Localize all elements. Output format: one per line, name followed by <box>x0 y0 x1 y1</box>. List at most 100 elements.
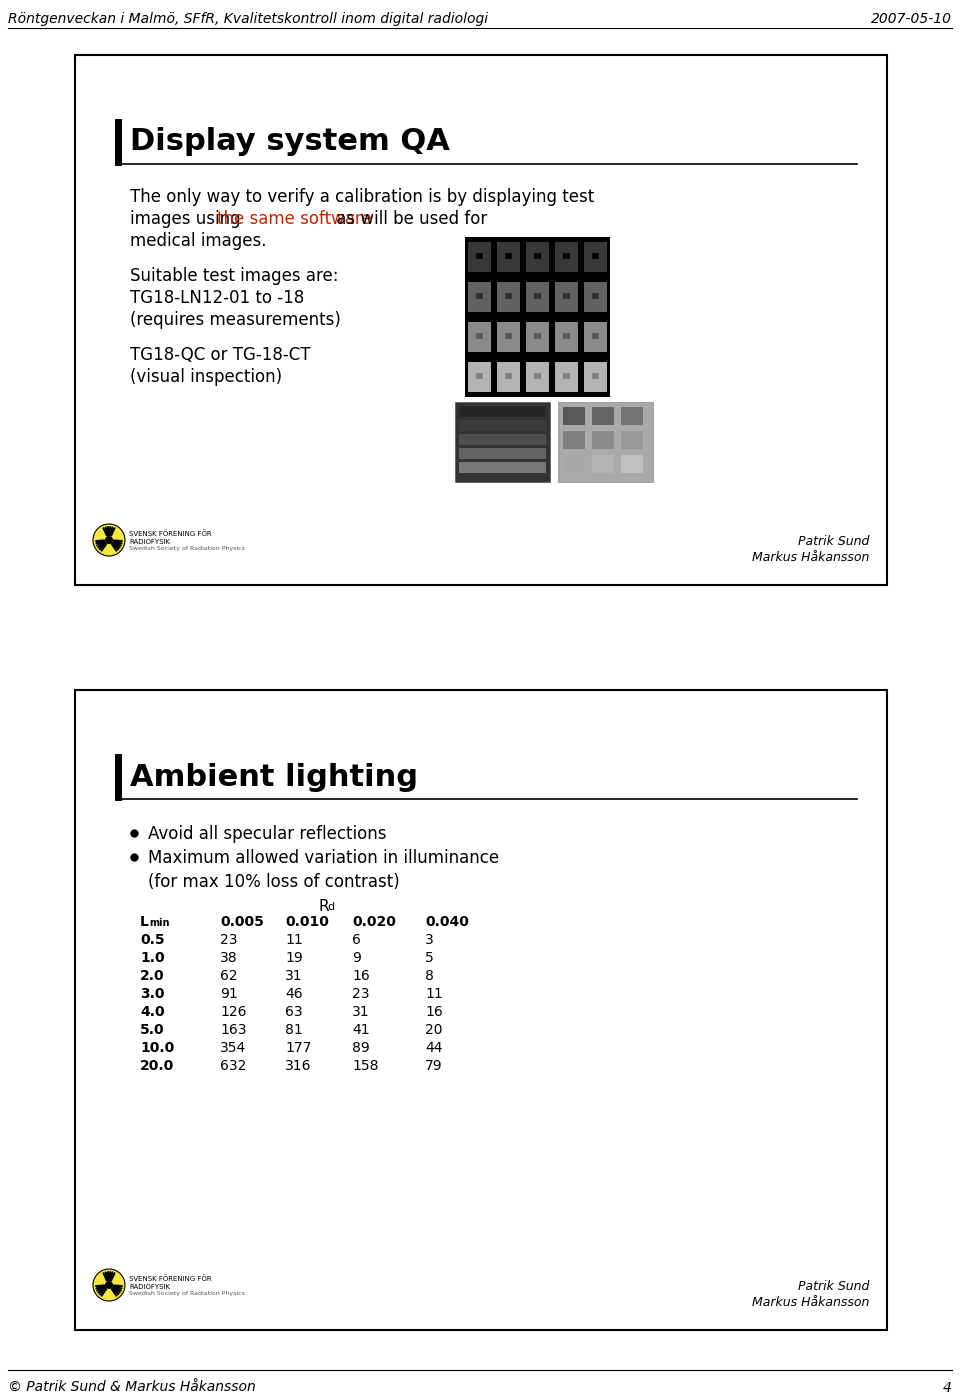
Text: SVENSK FÖRENING FÖR
RADIOFYSIK: SVENSK FÖRENING FÖR RADIOFYSIK <box>129 1274 211 1290</box>
Text: 44: 44 <box>425 1041 443 1055</box>
Text: 11: 11 <box>285 933 302 947</box>
Text: 177: 177 <box>285 1041 311 1055</box>
Text: Maximum allowed variation in illuminance: Maximum allowed variation in illuminance <box>148 849 499 867</box>
Bar <box>468 322 491 353</box>
Bar <box>459 420 546 431</box>
Bar <box>505 253 512 259</box>
Bar <box>621 431 643 449</box>
Bar <box>585 242 607 273</box>
Bar <box>564 372 569 379</box>
Text: Markus Håkansson: Markus Håkansson <box>752 1295 869 1309</box>
Text: 10.0: 10.0 <box>140 1041 175 1055</box>
Text: 31: 31 <box>352 1004 370 1018</box>
Text: (requires measurements): (requires measurements) <box>130 311 341 329</box>
Bar <box>585 322 607 353</box>
Text: 0.040: 0.040 <box>425 915 468 929</box>
Text: 81: 81 <box>285 1023 302 1037</box>
Text: 5.0: 5.0 <box>140 1023 164 1037</box>
Bar <box>497 242 519 273</box>
Text: Swedish Society of Radiation Physics: Swedish Society of Radiation Physics <box>129 546 245 551</box>
Bar <box>75 690 887 1330</box>
Bar <box>621 455 643 473</box>
Bar <box>592 407 614 425</box>
Text: 31: 31 <box>285 970 302 983</box>
Bar <box>556 322 578 353</box>
Bar <box>526 362 548 392</box>
Text: 63: 63 <box>285 1004 302 1018</box>
Bar <box>526 281 548 312</box>
Text: Avoid all specular reflections: Avoid all specular reflections <box>148 825 387 844</box>
Bar <box>465 236 610 397</box>
Text: 41: 41 <box>352 1023 370 1037</box>
Bar <box>592 292 599 299</box>
Bar <box>535 333 540 339</box>
Text: the same software: the same software <box>217 210 372 228</box>
Bar <box>459 462 546 473</box>
Bar <box>564 333 569 339</box>
Text: 23: 23 <box>220 933 237 947</box>
Text: 8: 8 <box>425 970 434 983</box>
Bar <box>556 362 578 392</box>
Bar <box>556 242 578 273</box>
Text: 0.5: 0.5 <box>140 933 164 947</box>
Text: 158: 158 <box>352 1059 378 1073</box>
Text: 16: 16 <box>352 970 370 983</box>
Text: Markus Håkansson: Markus Håkansson <box>752 551 869 564</box>
Bar <box>558 402 653 483</box>
Bar <box>497 322 519 353</box>
Text: TG18-LN12-01 to -18: TG18-LN12-01 to -18 <box>130 290 304 308</box>
Text: 0.010: 0.010 <box>285 915 329 929</box>
Text: 126: 126 <box>220 1004 247 1018</box>
Bar <box>535 292 540 299</box>
Bar <box>459 434 546 445</box>
Text: Röntgenveckan i Malmö, SFfR, Kvalitetskontroll inom digital radiologi: Röntgenveckan i Malmö, SFfR, Kvalitetsko… <box>8 13 488 27</box>
Text: 11: 11 <box>425 988 443 1002</box>
Text: 3.0: 3.0 <box>140 988 164 1002</box>
Bar <box>585 281 607 312</box>
Bar <box>592 455 614 473</box>
Text: 163: 163 <box>220 1023 247 1037</box>
Bar <box>476 253 483 259</box>
Text: 4.0: 4.0 <box>140 1004 164 1018</box>
Bar <box>592 431 614 449</box>
Bar <box>564 292 569 299</box>
Bar <box>592 253 599 259</box>
Text: 19: 19 <box>285 951 302 965</box>
Text: (for max 10% loss of contrast): (for max 10% loss of contrast) <box>148 873 399 891</box>
Text: 1.0: 1.0 <box>140 951 164 965</box>
Bar <box>468 281 491 312</box>
Bar <box>468 242 491 273</box>
Bar <box>468 362 491 392</box>
Text: images using: images using <box>130 210 246 228</box>
Bar <box>621 407 643 425</box>
Text: min: min <box>149 918 170 928</box>
Text: 6: 6 <box>352 933 361 947</box>
Bar <box>556 281 578 312</box>
Text: 0.005: 0.005 <box>220 915 264 929</box>
Text: d: d <box>327 902 334 912</box>
Text: SVENSK FÖRENING FÖR
RADIOFYSIK: SVENSK FÖRENING FÖR RADIOFYSIK <box>129 530 211 544</box>
Text: 20.0: 20.0 <box>140 1059 175 1073</box>
Text: as will be used for: as will be used for <box>331 210 488 228</box>
Text: 79: 79 <box>425 1059 443 1073</box>
Text: 316: 316 <box>285 1059 311 1073</box>
Bar <box>505 372 512 379</box>
Text: The only way to verify a calibration is by displaying test: The only way to verify a calibration is … <box>130 187 594 206</box>
Bar <box>505 333 512 339</box>
Text: 38: 38 <box>220 951 238 965</box>
Text: TG18-QC or TG-18-CT: TG18-QC or TG-18-CT <box>130 347 310 364</box>
Text: R: R <box>318 900 328 914</box>
Bar <box>455 402 550 483</box>
Text: Patrik Sund: Patrik Sund <box>798 534 869 548</box>
Text: 2007-05-10: 2007-05-10 <box>871 13 952 27</box>
Bar <box>526 322 548 353</box>
Bar <box>526 242 548 273</box>
Text: L: L <box>140 915 149 929</box>
Bar <box>459 448 546 459</box>
Circle shape <box>105 1281 113 1288</box>
Circle shape <box>105 536 113 544</box>
Bar <box>592 333 599 339</box>
Text: Suitable test images are:: Suitable test images are: <box>130 267 339 285</box>
Text: 354: 354 <box>220 1041 247 1055</box>
Bar <box>505 292 512 299</box>
